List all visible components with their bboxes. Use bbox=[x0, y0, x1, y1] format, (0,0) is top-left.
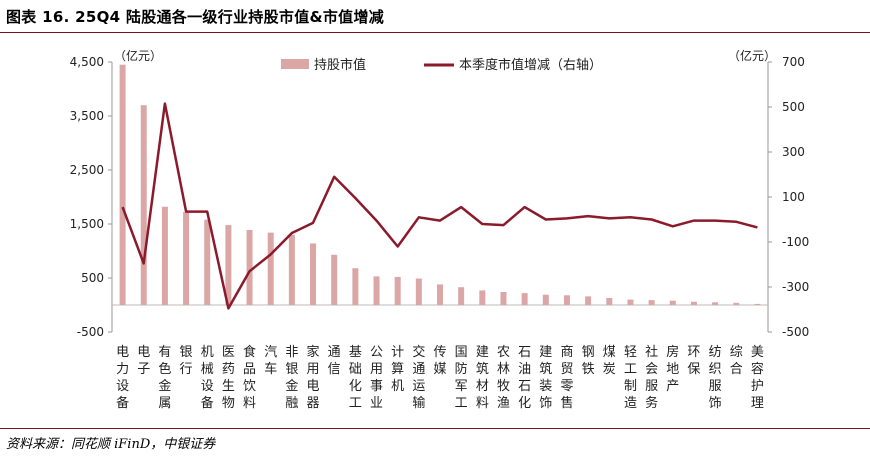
bars-layer bbox=[119, 64, 761, 305]
category-label: 汽车 bbox=[264, 345, 277, 377]
bar bbox=[479, 290, 486, 305]
bar bbox=[500, 292, 507, 305]
left-unit-label: （亿元） bbox=[114, 48, 162, 63]
bar bbox=[225, 225, 232, 305]
bar bbox=[542, 294, 549, 305]
bar bbox=[669, 300, 676, 305]
bar bbox=[754, 303, 761, 305]
figure-title: 图表 16. 25Q4 陆股通各一级行业持股市值&市值增减 bbox=[6, 8, 385, 26]
legend-label-line: 本季度市值增减（右轴） bbox=[459, 57, 602, 73]
category-label: 国防军工 bbox=[455, 345, 468, 411]
bar bbox=[352, 268, 359, 305]
right-tick-label: 500 bbox=[782, 100, 805, 114]
left-tick-label: 3,500 bbox=[70, 109, 104, 123]
left-tick-label: 4,500 bbox=[70, 55, 104, 69]
left-tick-label: 2,500 bbox=[70, 163, 104, 177]
category-label: 石油石化 bbox=[518, 345, 531, 411]
category-label: 农林牧渔 bbox=[497, 345, 510, 411]
bar bbox=[373, 276, 380, 305]
bar bbox=[331, 254, 338, 305]
category-label: 有色金属 bbox=[158, 345, 171, 411]
right-tick-label: -300 bbox=[782, 280, 809, 294]
labels-layer: -500 500 1,500 2,500 3,500 4,500 -500 -300 -100 1… bbox=[70, 48, 810, 411]
category-label: 食品饮料 bbox=[243, 344, 256, 411]
category-label: 房地产 bbox=[666, 344, 679, 394]
category-label: 煤炭 bbox=[603, 345, 616, 377]
right-tick-label: -500 bbox=[782, 325, 809, 339]
title-rule bbox=[0, 32, 870, 33]
bar bbox=[521, 293, 528, 305]
category-label: 通信 bbox=[328, 345, 341, 377]
category-label: 轻工制造 bbox=[624, 345, 637, 411]
category-label: 社会服务 bbox=[645, 344, 658, 411]
category-label: 纺织服饰 bbox=[709, 345, 722, 411]
category-label: 机械设备 bbox=[201, 345, 214, 411]
bar bbox=[246, 229, 253, 305]
bar bbox=[437, 284, 443, 305]
right-tick-label: 100 bbox=[782, 190, 805, 204]
bar bbox=[140, 105, 147, 305]
category-label: 建筑材料 bbox=[476, 345, 489, 411]
bar bbox=[288, 234, 295, 305]
bar bbox=[733, 302, 740, 305]
right-tick-label: -100 bbox=[782, 235, 809, 249]
source-note: 资料来源：同花顺 iFinD，中银证券 bbox=[6, 437, 216, 452]
bar bbox=[458, 287, 465, 305]
bar bbox=[563, 295, 570, 305]
category-label: 交通运输 bbox=[412, 344, 425, 411]
category-label: 家用电器 bbox=[307, 344, 320, 411]
category-label: 钢铁 bbox=[582, 345, 595, 377]
category-label: 建筑装饰 bbox=[539, 345, 552, 411]
right-tick-label: 700 bbox=[782, 55, 805, 69]
right-tick-label: 300 bbox=[782, 145, 805, 159]
bar bbox=[627, 299, 634, 305]
legend-swatch-bar bbox=[281, 59, 309, 69]
category-label: 综合 bbox=[730, 345, 743, 377]
bar bbox=[606, 297, 613, 305]
category-label: 美容护理 bbox=[751, 345, 764, 411]
category-label: 银行 bbox=[180, 345, 193, 377]
category-label: 非银金融 bbox=[285, 345, 298, 411]
bar bbox=[161, 206, 168, 305]
category-label: 计算机 bbox=[391, 345, 404, 394]
category-label: 电力设备 bbox=[116, 345, 129, 411]
bar bbox=[648, 300, 655, 305]
bar bbox=[415, 278, 422, 305]
left-tick-label: -500 bbox=[77, 325, 104, 339]
bar bbox=[119, 64, 126, 305]
category-label: 公用事业 bbox=[370, 345, 383, 411]
bar bbox=[310, 243, 317, 305]
bar bbox=[585, 296, 592, 305]
bar bbox=[394, 276, 401, 305]
bar bbox=[267, 232, 274, 305]
bar bbox=[204, 219, 211, 305]
left-tick-label: 1,500 bbox=[70, 217, 104, 231]
legend-label-bar: 持股市值 bbox=[314, 57, 366, 73]
category-label: 基础化工 bbox=[349, 345, 362, 411]
source-rule bbox=[0, 428, 870, 429]
category-label: 商贸零售 bbox=[560, 345, 573, 411]
bar bbox=[712, 302, 719, 305]
category-label: 电子 bbox=[137, 345, 150, 377]
change-line bbox=[121, 102, 758, 310]
bar bbox=[183, 212, 190, 305]
category-label: 医药生物 bbox=[222, 345, 235, 411]
category-label: 环保 bbox=[687, 345, 700, 377]
right-unit-label: （亿元） bbox=[728, 48, 776, 63]
category-label: 传媒 bbox=[433, 345, 446, 377]
left-tick-label: 500 bbox=[81, 271, 104, 285]
bar bbox=[690, 301, 697, 305]
line-layer bbox=[121, 102, 758, 310]
